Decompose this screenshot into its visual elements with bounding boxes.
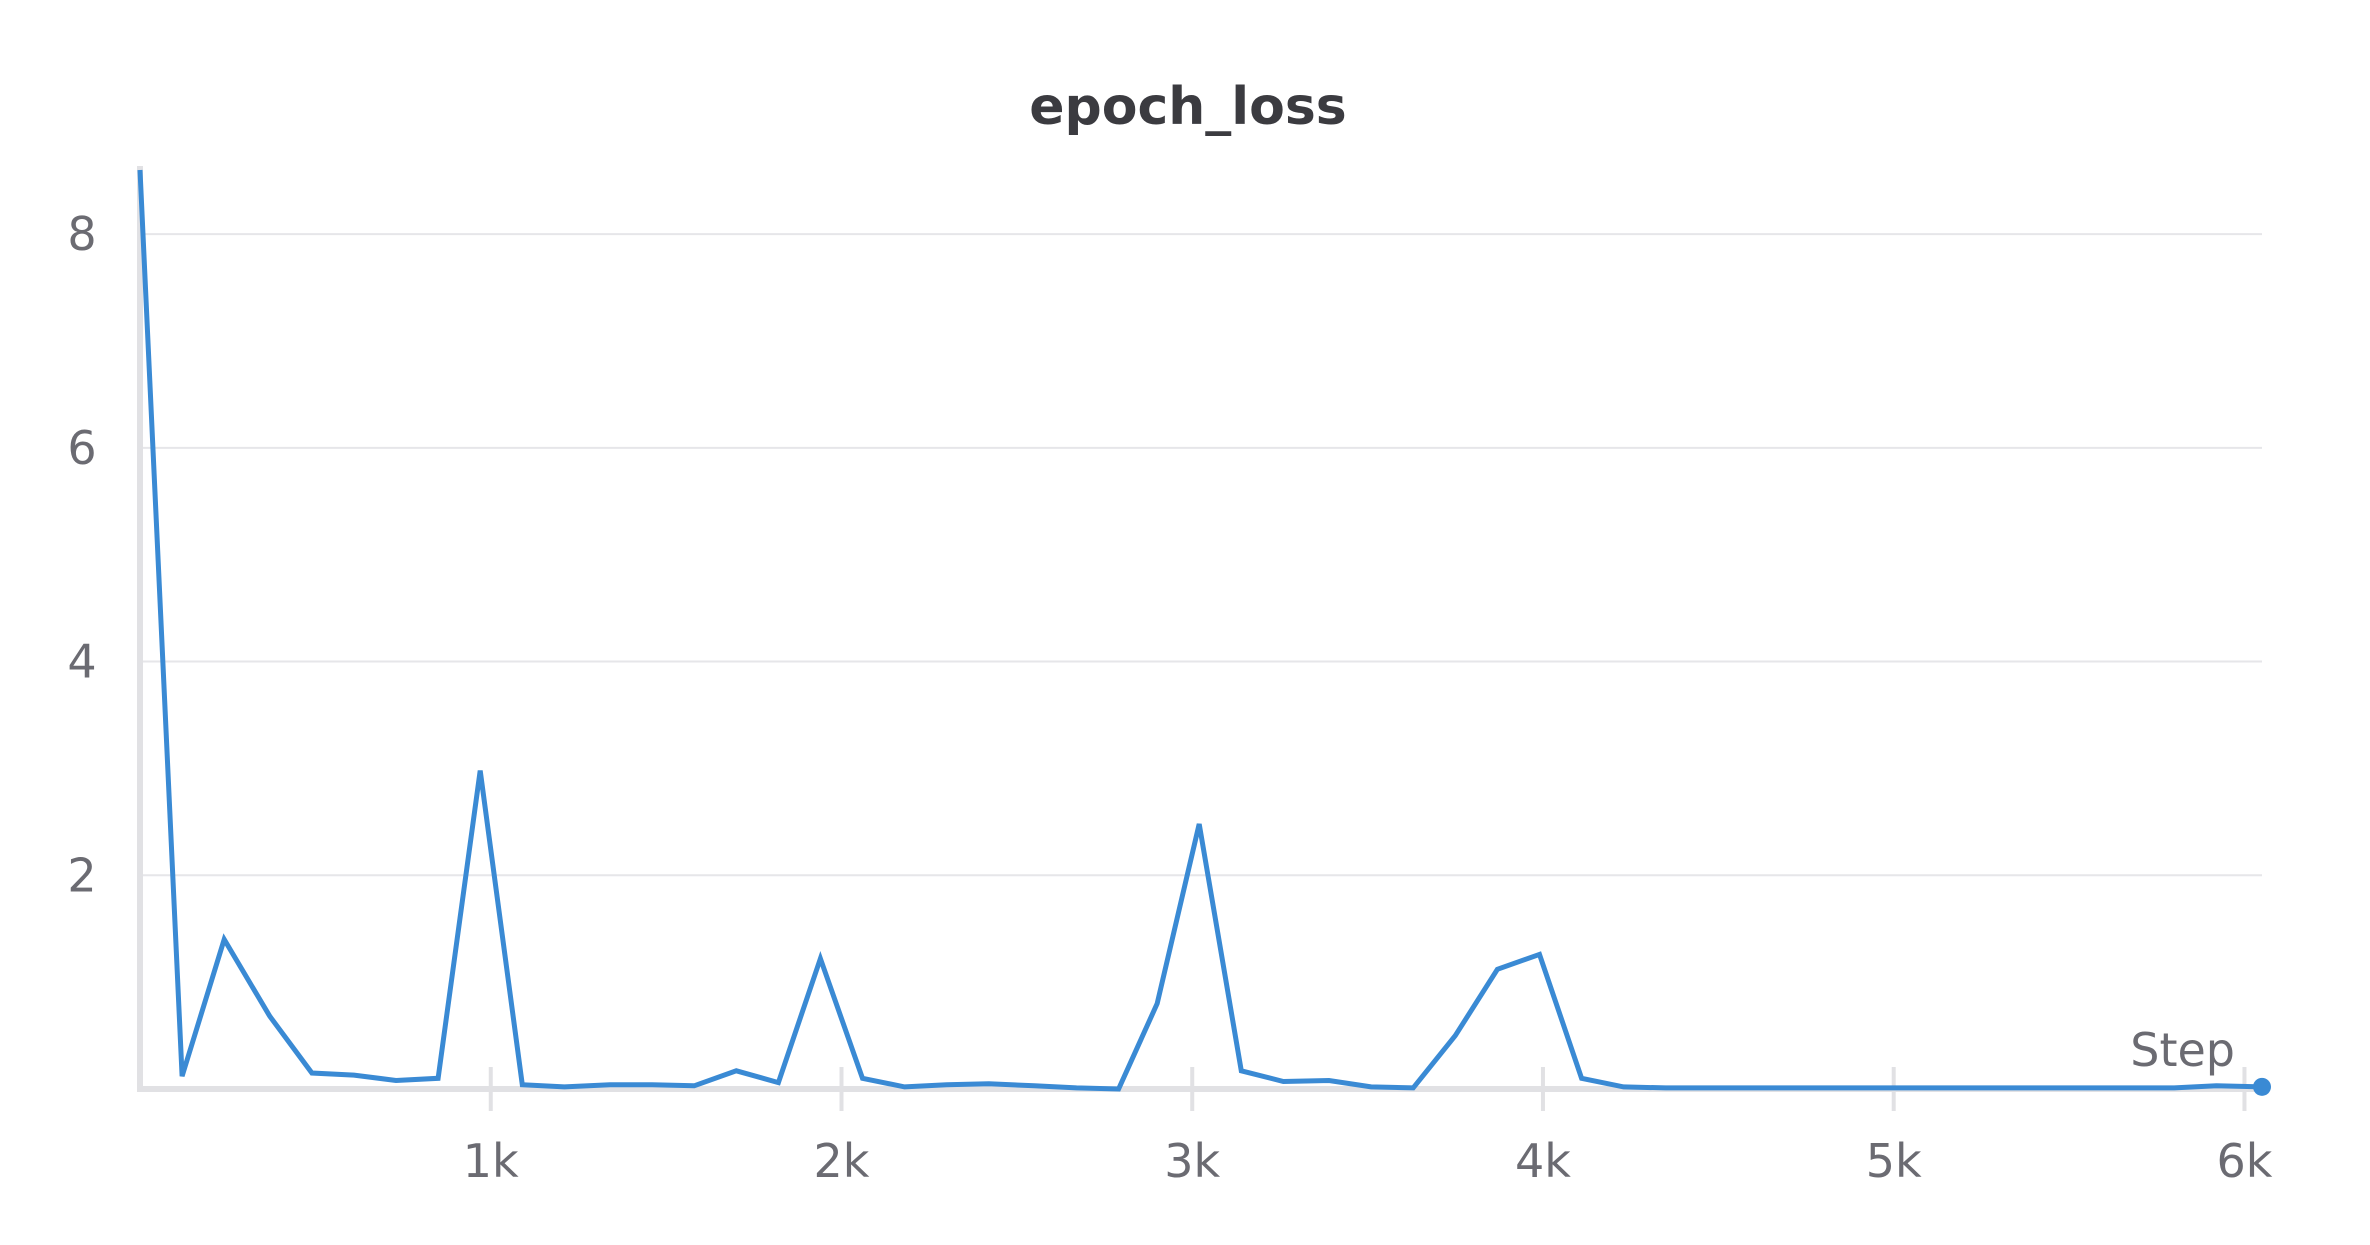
x-tick-label: 4k	[1515, 1134, 1571, 1188]
x-tick-label: 2k	[814, 1134, 870, 1188]
y-tick-label: 6	[67, 421, 96, 475]
x-axis-label: Step	[2130, 1023, 2235, 1077]
series-line	[137, 169, 2263, 1092]
series-end-point	[2253, 1077, 2271, 1096]
x-tick-label: 1k	[463, 1134, 519, 1188]
grid-lines	[140, 233, 2262, 877]
ticks: 2 4 6 8 1k 2k 3k 4k 5k 6k	[67, 207, 2272, 1188]
series-layer	[137, 169, 2271, 1096]
x-tick-label: 3k	[1164, 1134, 1220, 1188]
y-tick-label: 8	[67, 207, 96, 261]
chart-title: epoch_loss	[1029, 77, 1347, 137]
y-tick-label: 4	[67, 635, 96, 689]
x-tick-label: 5k	[1866, 1134, 1922, 1188]
y-tick-label: 2	[67, 848, 96, 902]
x-tick-label: 6k	[2217, 1134, 2273, 1188]
